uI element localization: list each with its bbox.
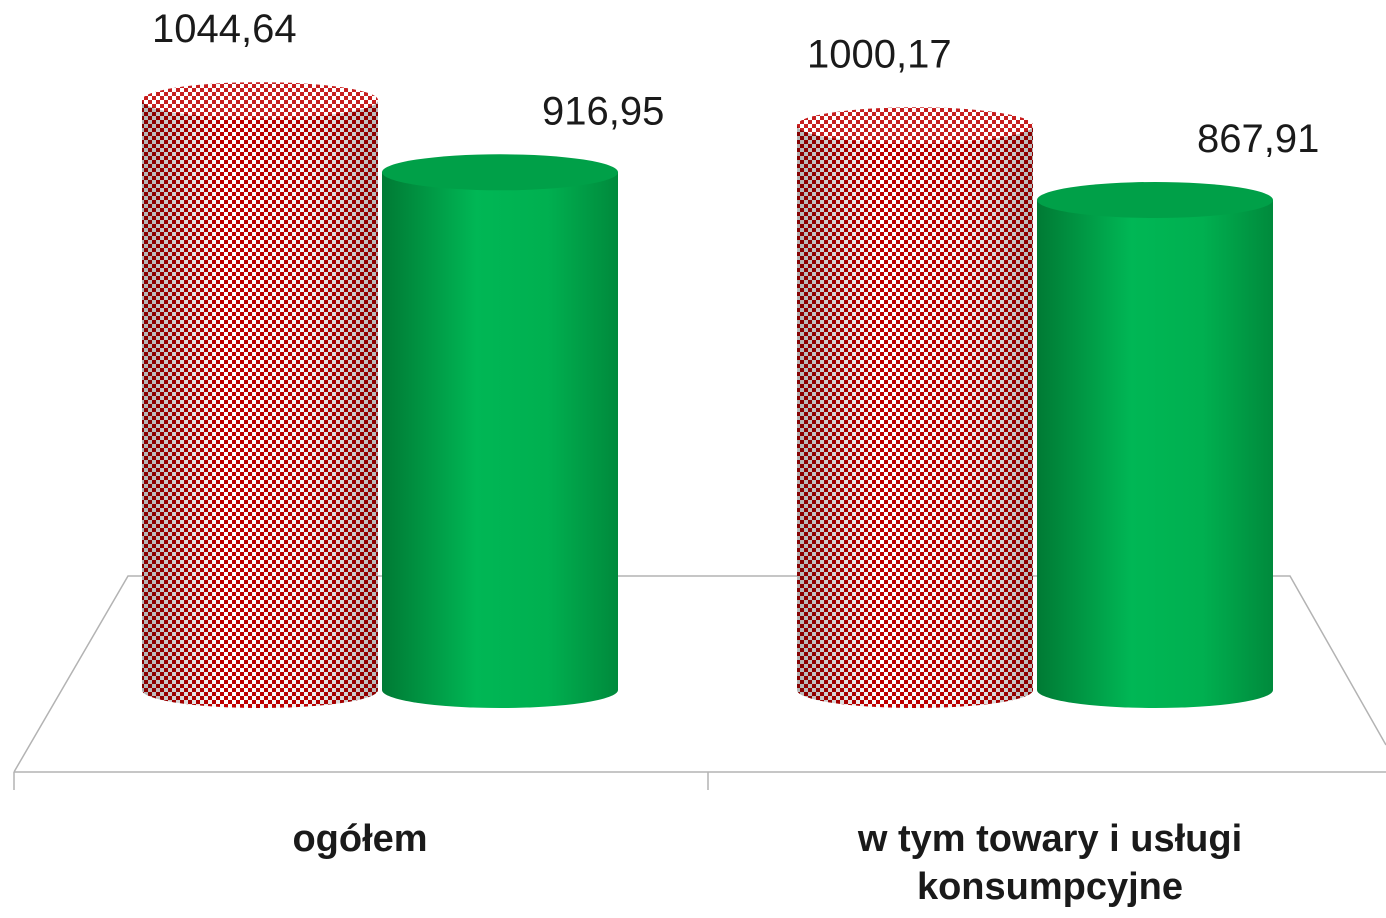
category-label-1-line-1: ogółem [292,818,427,860]
floor-outline [13,575,1386,773]
bar-top-cap-highlight [797,107,1033,144]
bar-2-series-2 [1037,181,1273,708]
bar-1-series-2 [382,154,618,708]
bar-body [382,172,618,708]
bar-2-series-1 [797,107,1033,708]
bar-top-cap [382,154,618,191]
bar-top-cap-highlight [142,82,378,119]
chart-floor [13,575,1386,790]
category-label-2-line-1: w tym towary i usługi [857,818,1242,860]
value-labels-layer: 1044,64 916,95 1000,17 867,91 [152,7,1319,161]
bar-top-cap [142,82,378,119]
value-label-2-series-2: 867,91 [1197,117,1319,161]
bars-layer [142,82,1273,708]
value-label-1-series-2: 916,95 [542,89,664,133]
bar-shading [797,125,1033,708]
value-label-1-series-1: 1044,64 [152,7,297,51]
value-label-2-series-1: 1000,17 [807,32,952,76]
bar-top-cap [1037,181,1273,218]
bar-body [1037,199,1273,708]
bar-1-series-1 [142,82,378,708]
category-label-2-line-2: konsumpcyjne [917,866,1183,908]
category-labels-layer: ogółem w tym towary i usługi konsumpcyjne [292,818,1242,908]
bar-shading [142,100,378,708]
bar-top-cap [797,107,1033,144]
